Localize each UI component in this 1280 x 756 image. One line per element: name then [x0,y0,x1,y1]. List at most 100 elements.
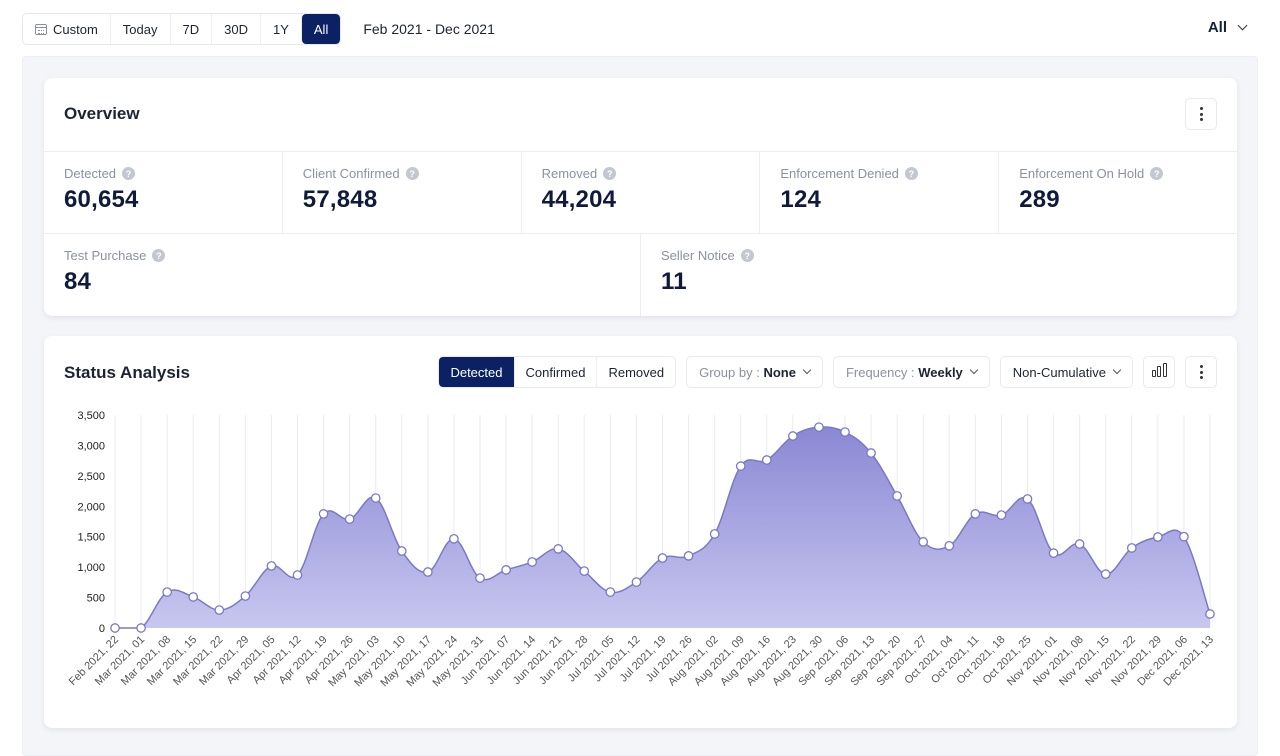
data-point [110,623,120,633]
frequency-dropdown[interactable]: Frequency : Weekly [832,356,990,388]
data-point [292,570,303,580]
tab-detected[interactable]: Detected [439,357,515,387]
metric-enforcement-on-hold: Enforcement On Hold? 289 [999,152,1237,234]
date-range-text: Feb 2021 - Dec 2021 [363,21,495,37]
area-fill [115,426,1210,628]
metric-value: 57,848 [302,186,378,213]
chart-area: 0 500 1,000 1,500 2,000 2,500 3,000 3,500 Feb 20… [44,396,1237,726]
data-point [735,461,746,471]
metric-enforcement-denied: Enforcement Denied? 124 [760,152,1000,234]
chevron-down-icon [802,365,812,375]
data-point [1126,543,1137,553]
chart-type-button[interactable] [1143,356,1175,388]
metric-detected: Detected? 60,654 [44,152,283,234]
metric-value: 60,654 [64,186,139,213]
range-7d-button[interactable]: 7D [171,14,213,44]
status-more-button[interactable] [1185,356,1217,388]
metric-label: Removed [541,166,598,181]
data-point [344,514,355,524]
y-tick-label: 3,500 [77,410,105,422]
data-point [788,431,798,441]
data-point [892,491,902,501]
data-point [1100,569,1111,579]
metrics-row-2: Test Purchase? 84 Seller Notice? 11 [44,233,1237,316]
y-tick-label: 3,000 [77,440,105,452]
dot [1199,370,1203,374]
help-icon[interactable]: ? [740,249,754,262]
group-by-label: Group by : [699,364,760,380]
data-point [814,422,824,433]
chevron-down-icon [1237,20,1248,31]
data-point [996,510,1007,520]
dot [1199,365,1203,368]
range-30d-button[interactable]: 30D [212,14,261,44]
group-by-value: None [763,364,796,380]
dot [1199,118,1203,121]
data-point [527,557,537,567]
data-point [396,546,407,556]
bar-chart-icon [1151,363,1167,377]
cumulative-dropdown[interactable]: Non-Cumulative [999,356,1133,388]
dot [1199,112,1203,116]
data-point [240,591,251,601]
tab-removed[interactable]: Removed [608,364,665,380]
status-analysis-title: Status Analysis [64,363,190,382]
chevron-down-icon [969,365,979,375]
overview-card: Overview Detected? 60,654 Client Confirme… [44,78,1237,316]
chart-controls: Detected Confirmed Removed Group by : No… [438,356,1217,388]
data-point [709,529,720,539]
status-analysis-card: Status Analysis Detected Confirmed Remov… [44,336,1237,728]
help-icon[interactable]: ? [152,249,166,262]
group-by-dropdown[interactable]: Group by : None [686,356,823,388]
help-icon[interactable]: ? [122,167,136,180]
range-all-button[interactable]: All [301,14,341,44]
data-point [162,587,172,597]
y-tick-label: 0 [99,623,105,635]
scope-dropdown[interactable]: All [1208,19,1248,36]
metric-value: 289 [1019,186,1060,213]
metric-value: 84 [64,268,92,295]
metrics-row-1: Detected? 60,654 Client Confirmed? 57,848 … [44,151,1237,234]
range-1y-button[interactable]: 1Y [261,14,302,44]
date-range-selector: Custom Today 7D 30D 1Y All [22,13,342,45]
cumulative-value: Non-Cumulative [1012,364,1106,380]
help-icon[interactable]: ? [405,167,419,180]
calendar-icon [35,23,47,35]
data-point [449,533,459,544]
metric-label: Enforcement Denied [780,166,899,181]
data-point [1179,531,1189,542]
data-point [266,561,277,571]
metric-client-confirmed: Client Confirmed? 57,848 [283,152,522,234]
frequency-value: Weekly [918,364,963,380]
metric-label: Client Confirmed [302,166,400,181]
data-point [631,577,642,587]
frequency-label: Frequency : [845,364,915,380]
overview-more-button[interactable] [1185,98,1217,130]
status-tabs: Detected Confirmed Removed [438,356,677,388]
data-point [761,455,772,465]
data-point [423,567,433,577]
metric-value: 11 [661,268,687,295]
help-icon[interactable]: ? [603,167,617,180]
data-point [1153,532,1163,542]
metric-removed: Removed? 44,204 [522,152,761,234]
range-custom-button[interactable]: Custom [23,14,111,44]
data-point [475,573,485,583]
metric-value: 124 [780,186,822,213]
range-today-button[interactable]: Today [111,14,171,44]
overview-title: Overview [64,104,140,123]
help-icon[interactable]: ? [1150,167,1164,180]
metric-label: Enforcement On Hold [1019,166,1145,181]
help-icon[interactable]: ? [904,167,918,180]
y-tick-label: 1,000 [77,562,105,574]
data-point [214,605,225,615]
data-point [1022,494,1033,504]
data-point [866,448,876,458]
data-point [970,509,981,519]
data-point [318,509,329,519]
data-point [370,493,381,503]
tab-confirmed[interactable]: Confirmed [515,357,598,387]
data-point [605,587,616,597]
chevron-down-icon [1112,365,1122,375]
data-point [657,553,668,563]
